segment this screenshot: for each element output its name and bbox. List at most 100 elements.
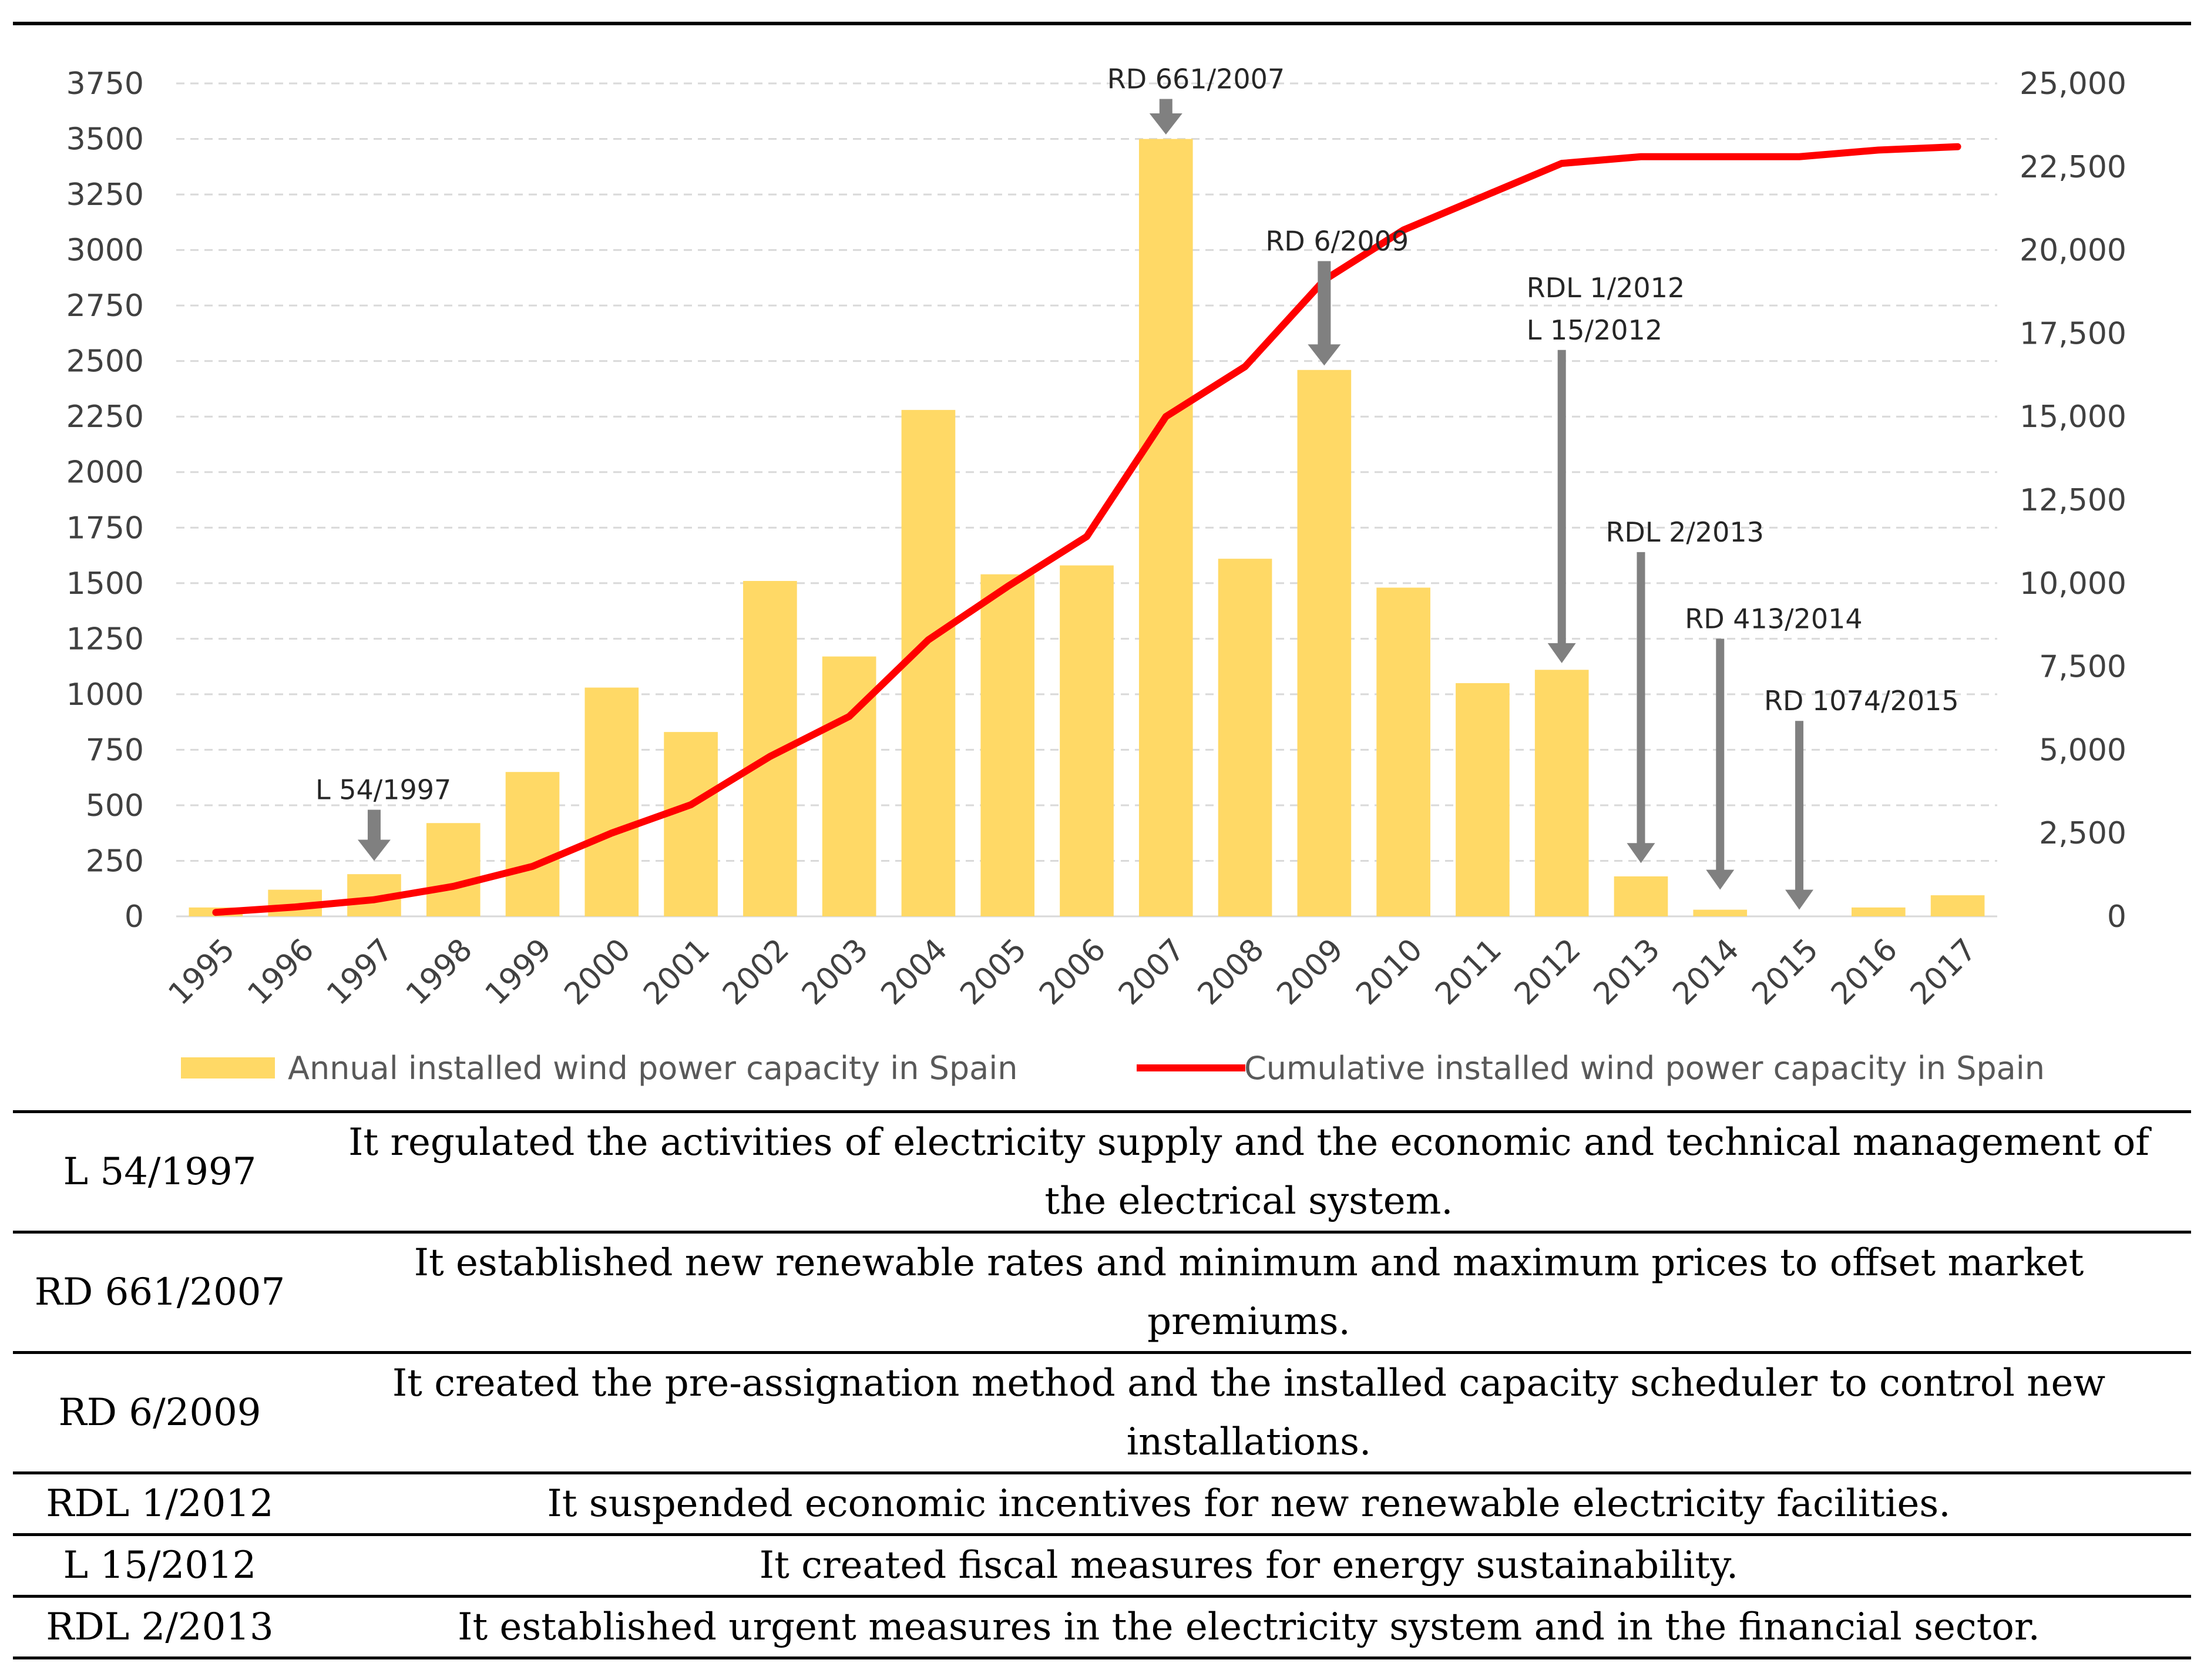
table-row: RD 661/2007 It established new renewable … xyxy=(13,1232,2191,1353)
line-point xyxy=(1403,229,1405,231)
bar xyxy=(505,772,560,916)
line-point xyxy=(215,912,217,913)
bar xyxy=(1930,895,1985,916)
annotation-label: L 15/2012 xyxy=(1527,314,1662,346)
x-tick-label: 2004 xyxy=(875,932,955,1012)
x-tick-label: 2010 xyxy=(1349,932,1429,1012)
description-cell: It regulated the activities of electrici… xyxy=(348,1121,2149,1223)
bar xyxy=(1614,876,1668,916)
line-point xyxy=(452,885,454,887)
x-tick-label: 2005 xyxy=(953,932,1033,1012)
annotation-arrowhead xyxy=(1706,869,1735,890)
line-point xyxy=(294,906,296,908)
x-tick-label: 2011 xyxy=(1429,932,1508,1012)
law-cell: L 54/1997 xyxy=(63,1150,257,1194)
legend-line-label: Cumulative installed wind power capacity… xyxy=(1244,1050,2045,1087)
bar xyxy=(901,409,956,916)
annotations: L 54/1997 RD 661/2007 RD 6/2009 RDL 1/2012 L… xyxy=(315,63,1959,910)
y-right-tick-label: 0 xyxy=(2107,899,2126,935)
y-left-tick-label: 2000 xyxy=(66,455,144,490)
line-point xyxy=(1877,149,1879,151)
y-right-tick-label: 5,000 xyxy=(2039,733,2126,768)
bar xyxy=(1534,670,1589,916)
bar xyxy=(584,687,639,916)
y-left-tick-label: 0 xyxy=(125,899,144,935)
x-tick-label: 2012 xyxy=(1508,932,1588,1012)
x-tick-label: 2014 xyxy=(1666,932,1746,1012)
bar xyxy=(1693,909,1748,916)
line-series xyxy=(212,143,1961,916)
annotation-label: RDL 1/2012 xyxy=(1527,272,1685,304)
x-tick-label: 1995 xyxy=(162,932,242,1012)
y-left-tick-label: 3000 xyxy=(66,233,144,268)
regulation-table: L 54/1997 It regulated the activities of … xyxy=(13,1110,2191,1659)
chart: 0 250 500 750 1000 1250 1500 1750 2000 2250 2500 27… xyxy=(13,22,2191,1087)
table-row: RDL 2/2013 It established urgent measures… xyxy=(13,1597,2191,1658)
y-left-tick-label: 3750 xyxy=(66,66,144,102)
annotation-label: RD 1074/2015 xyxy=(1764,685,1959,717)
bar xyxy=(1456,683,1510,916)
annotation-label: RD 6/2009 xyxy=(1265,226,1409,257)
x-tick-label: 2008 xyxy=(1191,932,1271,1012)
y-left-tick-label: 250 xyxy=(86,844,144,879)
line-point xyxy=(1165,416,1167,418)
y-left-tick-label: 2250 xyxy=(66,399,144,435)
law-cell: L 15/2012 xyxy=(63,1544,257,1587)
annotation-arrowhead xyxy=(1785,889,1814,910)
bar xyxy=(664,732,718,916)
annotation-arrowhead xyxy=(357,839,391,861)
x-tick-label: 2003 xyxy=(795,932,875,1012)
x-tick-label: 1996 xyxy=(241,932,321,1012)
y-left-tick-label: 1500 xyxy=(66,566,144,602)
table-row: L 15/2012 It created fiscal measures for … xyxy=(13,1535,2191,1597)
right-axis: 0 2,500 5,000 7,500 10,000 12,500 15,000 17,500… xyxy=(2020,66,2126,935)
y-left-tick-label: 750 xyxy=(86,733,144,768)
legend-bar-label: Annual installed wind power capacity in … xyxy=(288,1050,1017,1087)
y-left-tick-label: 2500 xyxy=(66,344,144,379)
bar xyxy=(980,574,1035,916)
law-cell: RDL 1/2012 xyxy=(46,1482,274,1526)
x-tick-label: 2009 xyxy=(1271,932,1350,1012)
y-left-tick-label: 500 xyxy=(86,788,144,824)
bar xyxy=(1376,587,1430,916)
line-point xyxy=(1957,146,1958,147)
x-tick-label: 2006 xyxy=(1033,932,1113,1012)
bar xyxy=(1852,907,1906,916)
y-right-tick-label: 15,000 xyxy=(2020,399,2126,435)
annotation-label: L 54/1997 xyxy=(315,774,451,805)
annotation-arrowhead xyxy=(1149,113,1182,135)
bar xyxy=(1297,369,1352,916)
x-tick-label: 2013 xyxy=(1587,932,1667,1012)
bar xyxy=(1218,559,1272,916)
description-cell: It established urgent measures in the el… xyxy=(458,1605,2040,1649)
legend-bar-swatch xyxy=(181,1057,275,1078)
line-point xyxy=(1640,156,1642,157)
line-point xyxy=(532,865,533,867)
line-point xyxy=(769,755,771,757)
law-cell: RDL 2/2013 xyxy=(46,1605,274,1649)
x-tick-label: 2002 xyxy=(716,932,796,1012)
line-point xyxy=(373,899,375,901)
line-point xyxy=(1719,156,1721,157)
left-axis: 0 250 500 750 1000 1250 1500 1750 2000 2250 2500 27… xyxy=(66,66,144,935)
legend: Annual installed wind power capacity in … xyxy=(181,1050,2045,1087)
line-point xyxy=(1244,366,1246,368)
line-point xyxy=(1007,586,1009,587)
y-right-tick-label: 12,500 xyxy=(2020,483,2126,518)
bar-series xyxy=(189,139,1985,917)
y-left-tick-label: 1000 xyxy=(66,677,144,713)
law-cell: RD 661/2007 xyxy=(34,1271,285,1314)
annotation-arrowhead xyxy=(1547,643,1576,663)
line-point xyxy=(928,639,929,641)
x-tick-label: 2015 xyxy=(1745,932,1825,1012)
x-tick-label: 2007 xyxy=(1112,932,1192,1012)
line-point xyxy=(690,804,692,805)
bar xyxy=(1060,565,1114,916)
annotation-arrow-shaft xyxy=(367,809,381,841)
line-point xyxy=(848,715,850,717)
line-point xyxy=(1086,536,1087,537)
line-point xyxy=(1481,196,1483,197)
annotation-label: RD 413/2014 xyxy=(1685,603,1862,634)
table-row: L 54/1997 It regulated the activities of … xyxy=(13,1111,2191,1232)
description-cell: It created the pre-assignation method an… xyxy=(392,1362,2106,1464)
